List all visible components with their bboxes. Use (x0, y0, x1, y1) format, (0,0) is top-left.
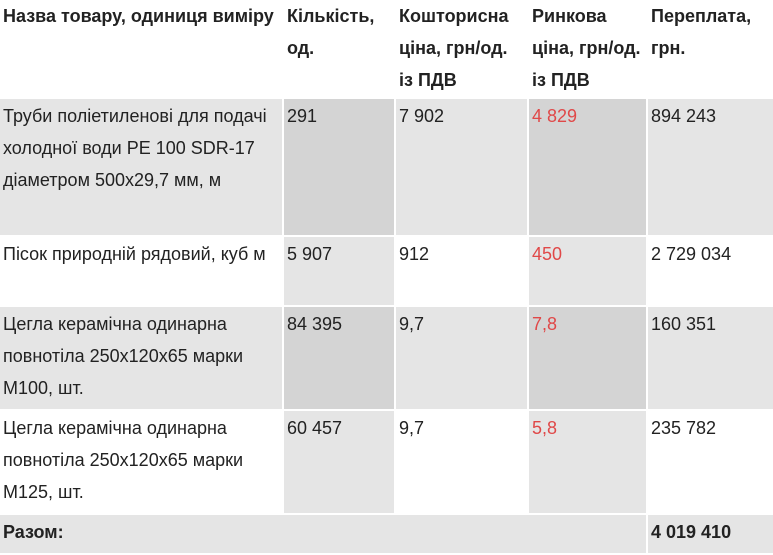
cell-product-name: Цегла керамічна одинарна повнотіла 250х1… (0, 411, 282, 513)
cell-estimate-price: 9,7 (396, 307, 527, 409)
cell-market-price: 7,8 (529, 307, 646, 409)
cell-product-name: Труби поліетиленові для подачі холодної … (0, 99, 282, 235)
total-value: 4 019 410 (648, 515, 773, 553)
cell-estimate-price: 7 902 (396, 99, 527, 235)
cell-quantity: 84 395 (284, 307, 394, 409)
table-row: Труби поліетиленові для подачі холодної … (0, 99, 773, 235)
table-row: Пісок природній рядовий, куб м 5 907 912… (0, 237, 773, 305)
table-total-row: Разом: 4 019 410 (0, 515, 773, 553)
header-quantity: Кількість, од. (284, 0, 394, 97)
cell-quantity: 60 457 (284, 411, 394, 513)
table-row: Цегла керамічна одинарна повнотіла 250х1… (0, 307, 773, 409)
cell-quantity: 291 (284, 99, 394, 235)
cell-overpayment: 894 243 (648, 99, 773, 235)
cell-product-name: Цегла керамічна одинарна повнотіла 250х1… (0, 307, 282, 409)
cell-overpayment: 235 782 (648, 411, 773, 513)
cell-estimate-price: 912 (396, 237, 527, 305)
total-label: Разом: (0, 515, 646, 553)
cell-product-name: Пісок природній рядовий, куб м (0, 237, 282, 305)
table-header-row: Назва товару, одиниця виміру Кількість, … (0, 0, 773, 97)
cell-overpayment: 2 729 034 (648, 237, 773, 305)
header-product-name: Назва товару, одиниця виміру (0, 0, 282, 97)
table-row: Цегла керамічна одинарна повнотіла 250х1… (0, 411, 773, 513)
header-market-price: Ринкова ціна, грн/од. із ПДВ (529, 0, 646, 97)
header-overpayment: Переплата, грн. (648, 0, 773, 97)
cell-market-price: 450 (529, 237, 646, 305)
header-estimate-price: Кошторисна ціна, грн/од. із ПДВ (396, 0, 527, 97)
cell-quantity: 5 907 (284, 237, 394, 305)
cell-market-price: 5,8 (529, 411, 646, 513)
cell-market-price: 4 829 (529, 99, 646, 235)
cell-overpayment: 160 351 (648, 307, 773, 409)
cell-estimate-price: 9,7 (396, 411, 527, 513)
